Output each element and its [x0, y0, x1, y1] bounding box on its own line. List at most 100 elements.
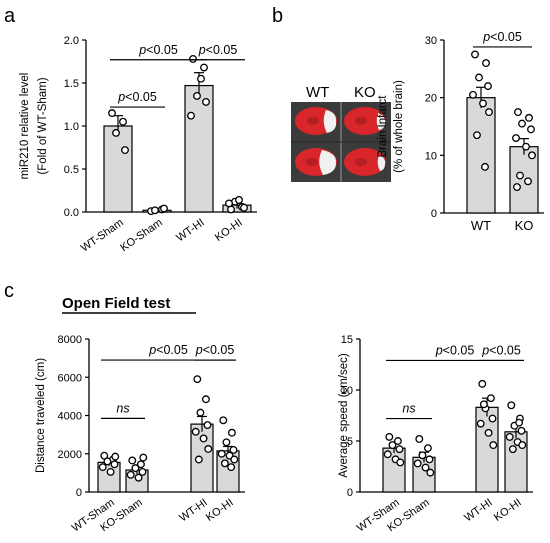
data-point	[426, 468, 435, 477]
p-symbol: p	[481, 343, 489, 357]
data-point	[110, 460, 119, 469]
data-point	[488, 414, 497, 423]
data-point	[476, 419, 485, 428]
data-point	[200, 63, 208, 72]
data-point	[413, 459, 422, 468]
data-point	[151, 206, 159, 215]
data-point	[187, 111, 195, 120]
chart-brain-infarct: 0 10 20 30 Brain Infarct (% of whole brain) WT…	[377, 30, 544, 233]
p-symbol: p	[195, 343, 203, 357]
photo-label-wt: WT	[306, 84, 329, 101]
data-point	[507, 401, 516, 410]
data-point	[229, 445, 238, 454]
panel-label-b: b	[272, 5, 283, 27]
data-point	[479, 99, 487, 108]
data-point	[230, 455, 239, 464]
x-tick-label: KO-HI	[213, 217, 245, 244]
data-point	[203, 421, 212, 430]
bar	[466, 97, 496, 214]
data-point	[528, 151, 536, 160]
p-threshold: <0.05	[125, 90, 157, 104]
data-point	[423, 444, 432, 453]
data-point	[505, 432, 514, 441]
p-threshold: <0.05	[146, 43, 178, 57]
data-point	[515, 418, 524, 427]
p-symbol: p	[482, 30, 490, 44]
data-point	[204, 445, 213, 453]
y-axis-label-line1: miR210 relative level	[19, 73, 31, 180]
p-threshold: <0.05	[489, 343, 521, 357]
y-tick-label: 4000	[58, 411, 82, 423]
data-point	[469, 90, 477, 99]
data-point	[103, 457, 112, 466]
data-point	[219, 416, 228, 425]
significance-label: p<0.05	[435, 343, 475, 357]
data-point	[473, 131, 481, 140]
significance-label: p<0.05	[148, 343, 188, 357]
y-axis-label: Distance traveled (cm)	[35, 358, 47, 473]
y-tick-label: 0	[431, 208, 437, 220]
data-point	[418, 451, 427, 460]
p-symbol: p	[198, 43, 206, 57]
data-point	[202, 97, 210, 106]
y-axis-label-line1: Brain Infarct	[377, 95, 389, 158]
data-point	[227, 428, 236, 437]
data-point	[191, 427, 200, 436]
significance-label: ns	[402, 402, 415, 416]
y-tick-label: 10	[425, 150, 437, 162]
p-threshold: <0.05	[206, 43, 238, 57]
x-tick-label: KO-HI	[492, 497, 524, 524]
data-point	[111, 452, 120, 461]
data-point	[514, 108, 522, 117]
y-tick-label: 6000	[58, 372, 82, 384]
x-tick-label: WT-HI	[462, 497, 494, 525]
data-point	[235, 196, 243, 204]
chart-mir210: 0.0 0.5 1.0 1.5 2.0 miR210 relative level (Fol…	[19, 35, 257, 255]
y-tick-label: 1.5	[64, 78, 79, 90]
data-point	[106, 467, 115, 476]
data-point	[527, 125, 535, 134]
brain-slice-wt-top	[295, 107, 337, 135]
data-point	[475, 73, 483, 82]
y-axis-label-line2: (% of whole brain)	[393, 80, 405, 173]
data-point	[383, 450, 392, 459]
data-point	[522, 142, 530, 151]
brain-slice-photo: WT KO	[291, 84, 391, 182]
y-axis-label: Average speed (cm/sec)	[338, 353, 350, 478]
data-point	[193, 91, 201, 100]
data-point	[112, 128, 120, 137]
x-tick-label: KO-Sham	[118, 217, 164, 255]
y-tick-label: 8000	[58, 334, 82, 346]
brain-slice-wt-bottom	[295, 148, 337, 176]
photo-label-ko: KO	[354, 84, 376, 101]
p-symbol: p	[117, 90, 125, 104]
panel-label-c: c	[4, 280, 14, 302]
significance-label: ns	[116, 401, 129, 415]
data-point	[484, 82, 492, 91]
y-tick-label: 15	[341, 334, 353, 346]
data-point	[197, 74, 205, 83]
data-point	[489, 441, 498, 450]
significance-label: p<0.05	[195, 343, 235, 357]
data-point	[136, 460, 145, 469]
data-point	[478, 379, 487, 388]
x-tick-label: WT-Sham	[79, 217, 126, 255]
x-tick-label: KO	[515, 218, 534, 233]
p-threshold: <0.05	[443, 343, 475, 357]
significance-label: p<0.05	[482, 30, 522, 44]
bar	[184, 84, 214, 213]
data-point	[393, 437, 402, 445]
y-tick-label: 0.0	[64, 207, 79, 219]
data-point	[222, 438, 231, 447]
x-tick-label: KO-HI	[204, 497, 236, 524]
data-point	[227, 463, 236, 472]
data-point	[196, 408, 205, 417]
data-point	[517, 426, 526, 435]
y-tick-label: 5	[347, 436, 353, 448]
y-tick-label: 2.0	[64, 35, 79, 47]
data-point	[199, 434, 208, 443]
y-tick-label: 20	[425, 93, 437, 105]
panel-label-a: a	[4, 5, 16, 27]
data-point	[513, 183, 521, 191]
